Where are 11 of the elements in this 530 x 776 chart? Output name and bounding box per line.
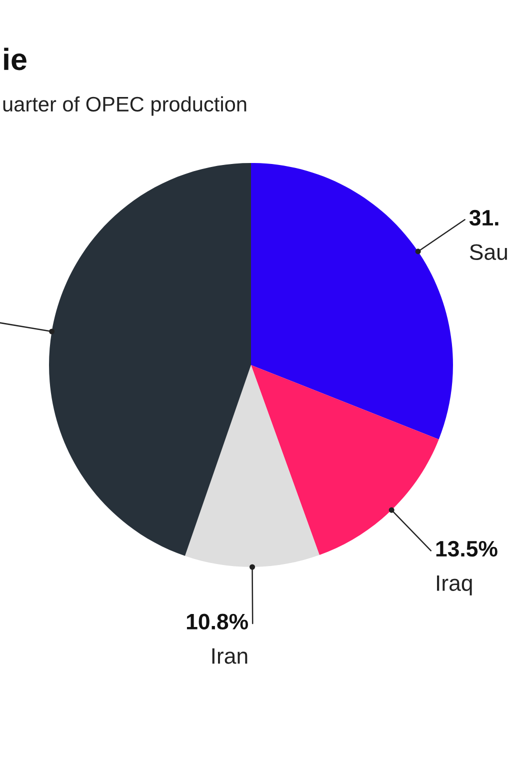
data-label: 13.5% [436, 540, 498, 557]
slice-label: Iran [212, 648, 248, 664]
pie-slice [49, 163, 251, 556]
data-label: 31. [469, 210, 498, 226]
chart-subtitle: uarter of OPEC production [3, 96, 246, 116]
slice-label: Iraq [437, 575, 472, 596]
slice-label: Sau [470, 244, 507, 260]
pie-slice [184, 365, 320, 567]
pie-slice [251, 163, 453, 440]
chart-title: ie [4, 48, 26, 70]
data-label: 10.8% [186, 614, 248, 630]
